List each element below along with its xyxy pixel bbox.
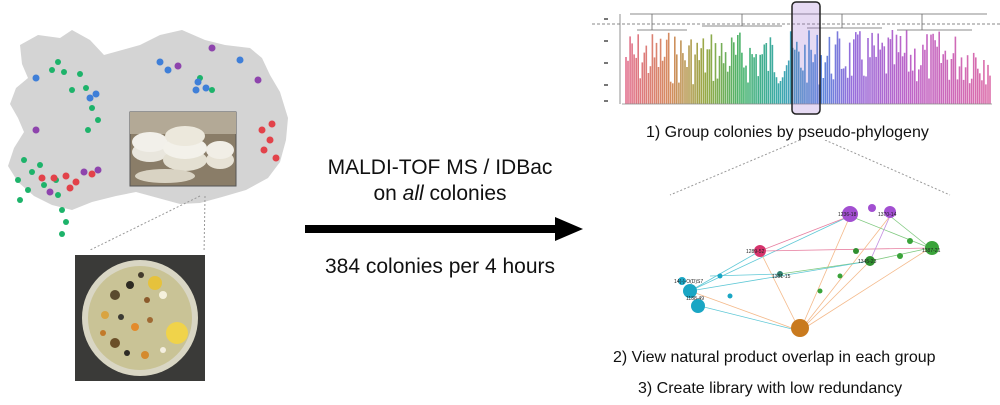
network-node-labels: 1236-18 1370-14 1289-52 1345-23 1387-21 … xyxy=(674,212,941,302)
svg-text:1345-23: 1345-23 xyxy=(858,259,877,265)
method-line-1: MALDI-TOF MS / IDBac xyxy=(327,156,553,179)
blue-site-markers xyxy=(32,56,244,102)
petri-stack-photo xyxy=(129,111,237,187)
network-nodes xyxy=(678,204,939,337)
group-highlight-box xyxy=(791,1,821,115)
dendrogram xyxy=(592,1,1000,115)
dendrogram-leaves xyxy=(625,30,991,104)
step-2-caption: 2) View natural product overlap in each … xyxy=(613,349,936,366)
emphasis-all: all xyxy=(402,182,424,205)
zoom-connectors xyxy=(669,140,951,196)
svg-text:1301-15: 1301-15 xyxy=(772,274,791,280)
svg-text:1387-21: 1387-21 xyxy=(922,248,941,254)
step-3-caption: 3) Create library with low redundancy xyxy=(638,380,903,397)
purple-site-markers xyxy=(32,44,262,196)
throughput-text: 384 colonies per 4 hours xyxy=(325,255,555,278)
step-1-caption: 1) Group colonies by pseudo-phylogeny xyxy=(646,124,929,141)
svg-text:1236-18: 1236-18 xyxy=(838,212,857,218)
method-description: MALDI-TOF MS / IDBac on all colonies xyxy=(300,155,580,207)
svg-text:1289-52: 1289-52 xyxy=(746,249,765,255)
svg-text:1370-14: 1370-14 xyxy=(878,212,897,218)
svg-text:14(-)-O(D)S7: 14(-)-O(D)S7 xyxy=(674,279,703,285)
agar-plate-photo xyxy=(75,255,205,381)
colonies xyxy=(100,272,188,359)
network-edges xyxy=(689,215,931,332)
method-line-2: on all colonies xyxy=(373,182,507,205)
red-site-markers xyxy=(38,120,280,192)
svg-text:1188-49: 1188-49 xyxy=(686,296,704,302)
overlap-network: 1236-18 1370-14 1289-52 1345-23 1387-21 … xyxy=(674,204,941,337)
process-arrow xyxy=(305,217,583,241)
dendrogram-ticks xyxy=(604,18,608,102)
sampling-map xyxy=(8,30,288,250)
